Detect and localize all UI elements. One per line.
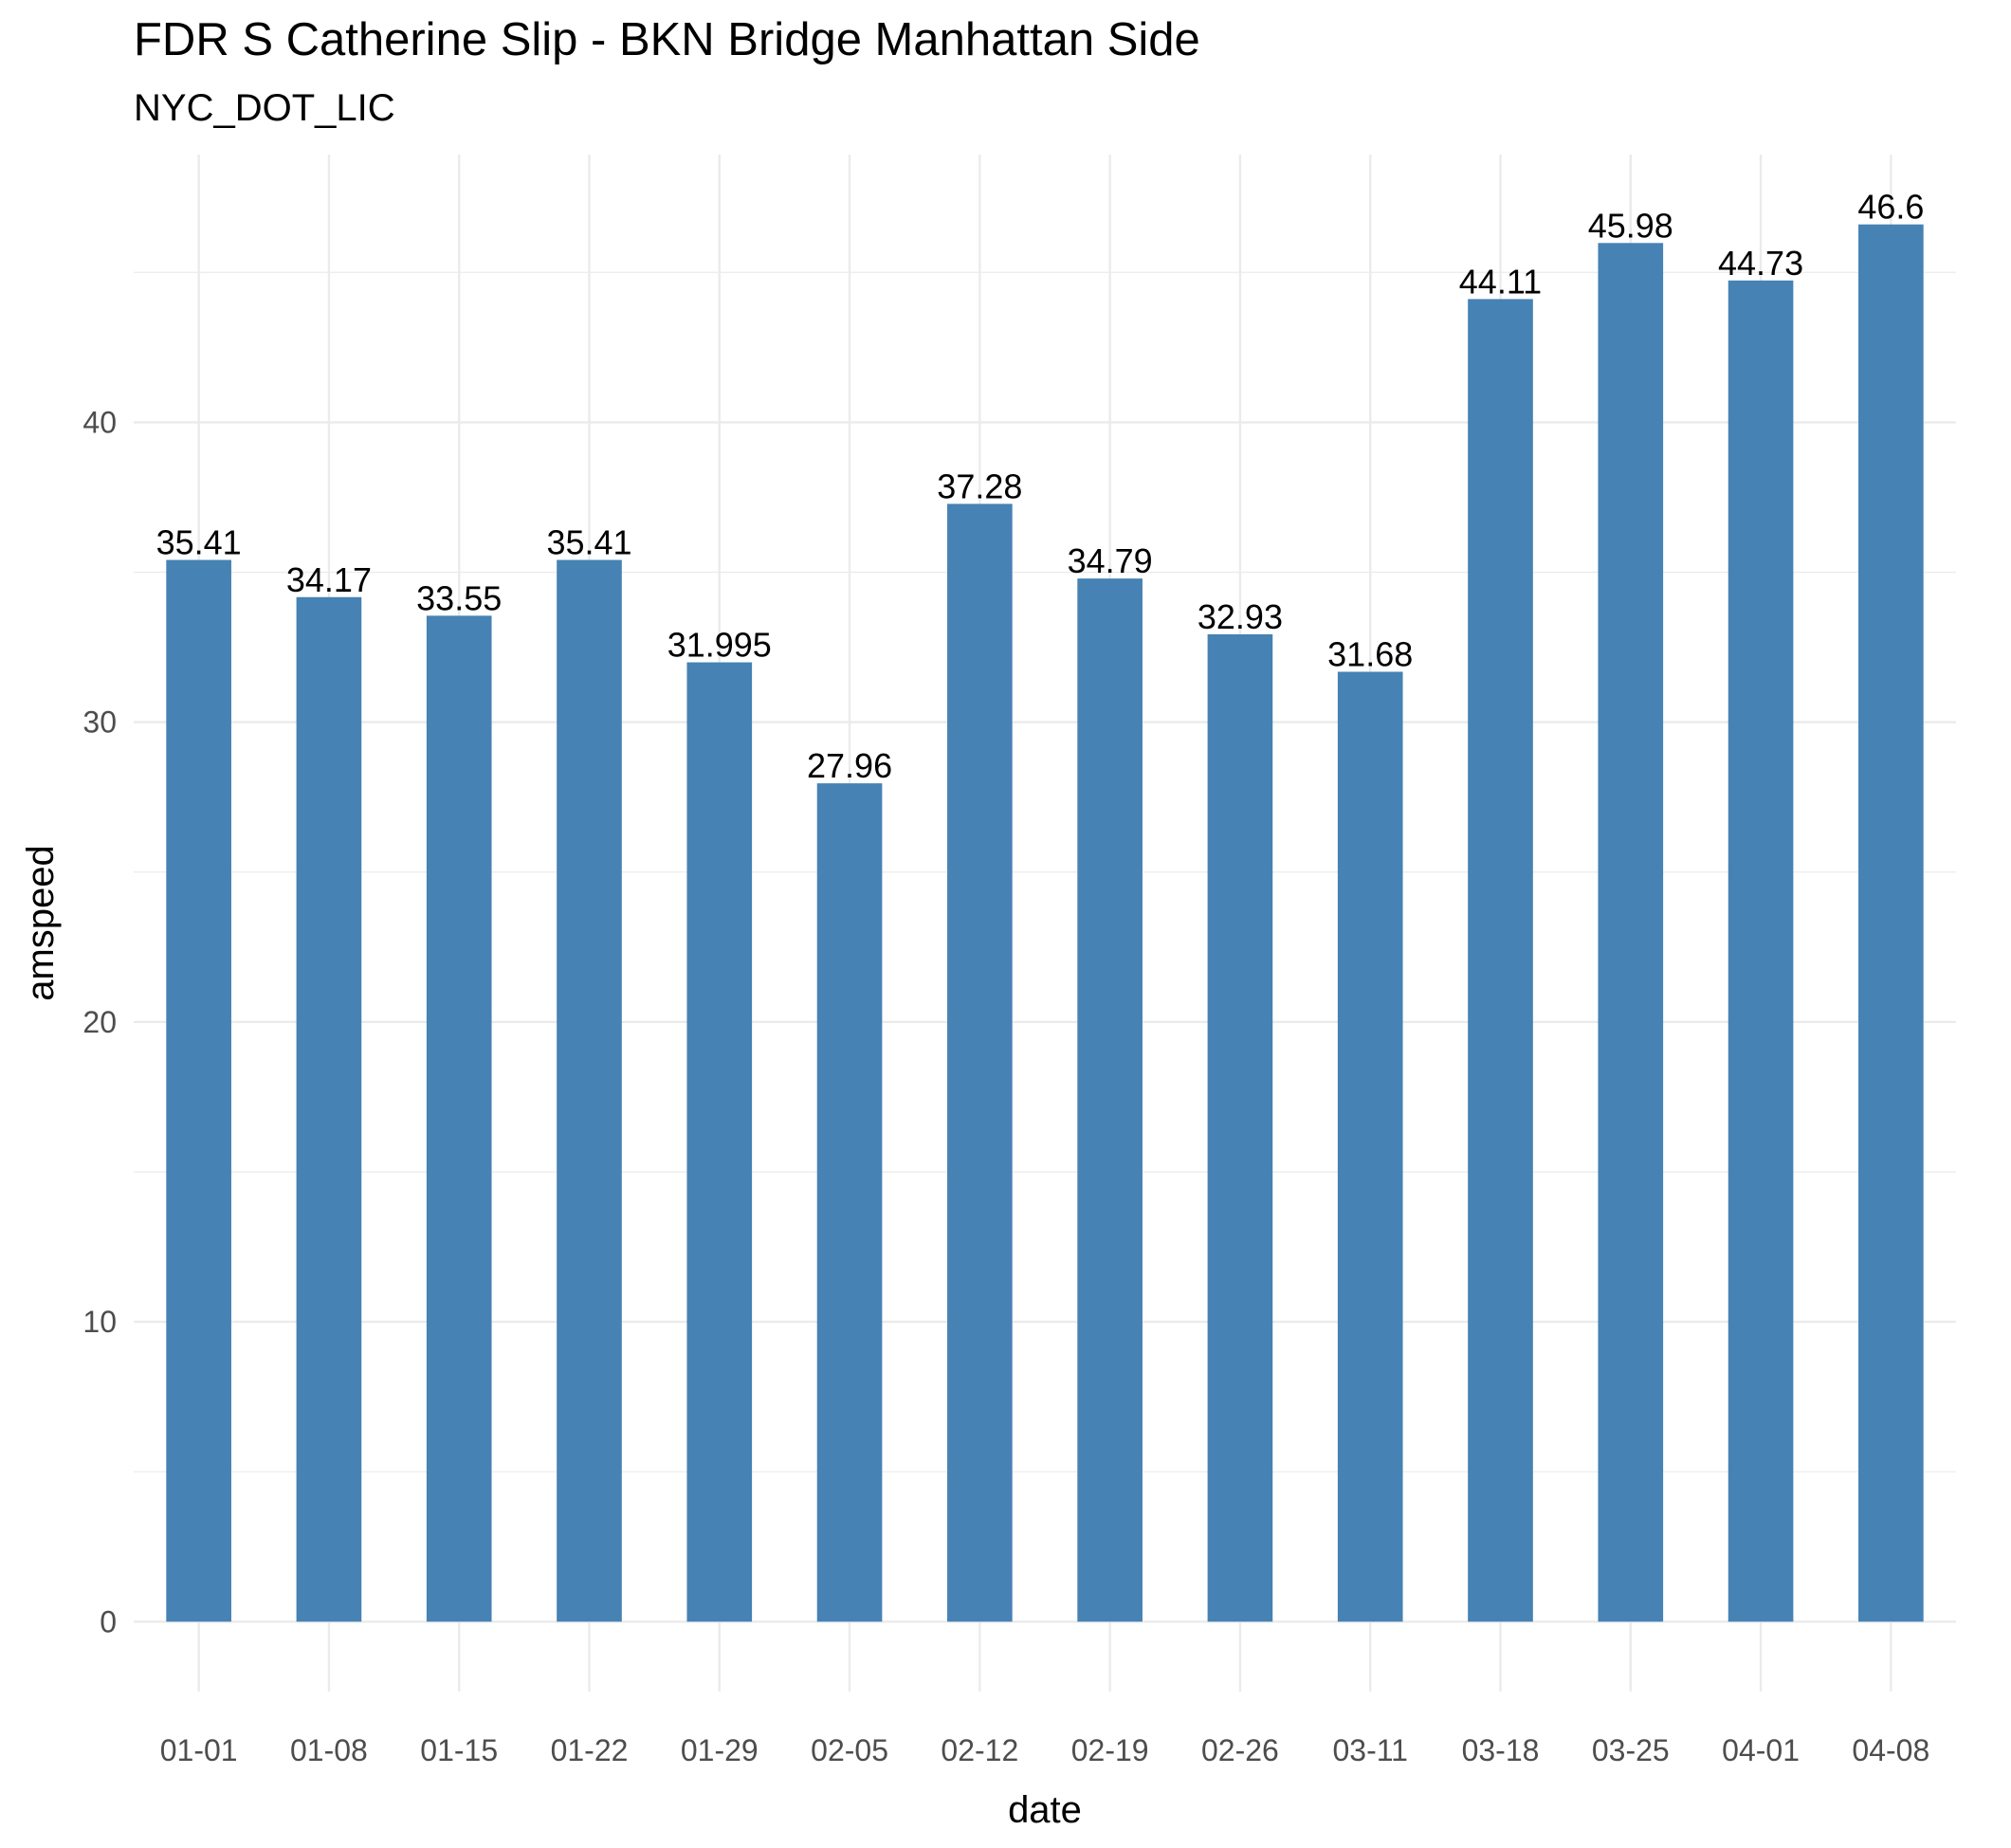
- chart-title: FDR S Catherine Slip - BKN Bridge Manhat…: [134, 14, 1200, 65]
- x-tick-label: 01-22: [551, 1733, 629, 1767]
- data-label: 34.17: [286, 560, 372, 599]
- bar: [1207, 633, 1273, 1622]
- data-label: 35.41: [546, 523, 631, 562]
- data-label: 44.73: [1718, 244, 1803, 283]
- data-label: 33.55: [416, 578, 502, 617]
- data-label: 44.11: [1459, 262, 1542, 301]
- x-tick-label: 01-01: [160, 1733, 238, 1767]
- chart-subtitle: NYC_DOT_LIC: [134, 87, 395, 129]
- bar: [557, 559, 622, 1622]
- x-tick-label: 04-08: [1852, 1733, 1929, 1767]
- x-tick-label: 01-08: [290, 1733, 368, 1767]
- x-tick-label: 02-19: [1071, 1733, 1149, 1767]
- data-label: 45.98: [1588, 206, 1673, 245]
- y-tick-label: 20: [82, 1005, 117, 1039]
- x-tick-label: 02-12: [941, 1733, 1018, 1767]
- data-label: 31.68: [1327, 634, 1413, 673]
- y-axis-tick-labels: 0 10 20 30 40: [82, 405, 117, 1638]
- bar: [296, 596, 362, 1622]
- bars: [166, 224, 1924, 1622]
- x-tick-label: 01-29: [681, 1733, 759, 1767]
- x-axis-title: date: [1008, 1789, 1082, 1831]
- y-tick-label: 40: [82, 405, 117, 439]
- data-labels: 35.41 34.17 33.55 35.41 31.995 27.96 37.28 34.7…: [156, 188, 1925, 785]
- data-label: 34.79: [1068, 541, 1153, 580]
- y-tick-label: 10: [82, 1305, 117, 1339]
- x-tick-label: 03-18: [1462, 1733, 1540, 1767]
- minor-gridlines: [134, 271, 1956, 1473]
- x-tick-label: 01-15: [420, 1733, 498, 1767]
- x-tick-label: 03-11: [1332, 1733, 1407, 1767]
- bar: [1468, 299, 1533, 1622]
- x-tick-label: 04-01: [1722, 1733, 1800, 1767]
- y-tick-label: 30: [82, 705, 117, 740]
- bar: [1858, 224, 1924, 1622]
- data-label: 32.93: [1197, 597, 1283, 636]
- y-axis-title: amspeed: [20, 845, 62, 1001]
- bar: [1337, 671, 1403, 1622]
- x-tick-label: 03-25: [1592, 1733, 1670, 1767]
- major-gridlines: [134, 155, 1956, 1692]
- bar: [816, 783, 883, 1622]
- data-label: 46.6: [1857, 188, 1924, 227]
- x-tick-label: 02-05: [811, 1733, 888, 1767]
- x-tick-label: 02-26: [1201, 1733, 1279, 1767]
- data-label: 37.28: [937, 467, 1022, 505]
- x-axis-tick-labels: 01-01 01-08 01-15 01-22 01-29 02-05 02-12 02-19…: [160, 1733, 1930, 1767]
- data-label: 31.995: [667, 626, 772, 665]
- y-tick-label: 0: [100, 1604, 117, 1638]
- bar: [1077, 578, 1143, 1622]
- bar: [686, 662, 753, 1622]
- bar: [1728, 280, 1794, 1622]
- bar: [947, 503, 1013, 1622]
- bar: [1598, 243, 1664, 1622]
- data-label: 35.41: [156, 523, 242, 562]
- bar: [166, 559, 231, 1622]
- data-label: 27.96: [807, 746, 892, 785]
- bar: [426, 615, 492, 1622]
